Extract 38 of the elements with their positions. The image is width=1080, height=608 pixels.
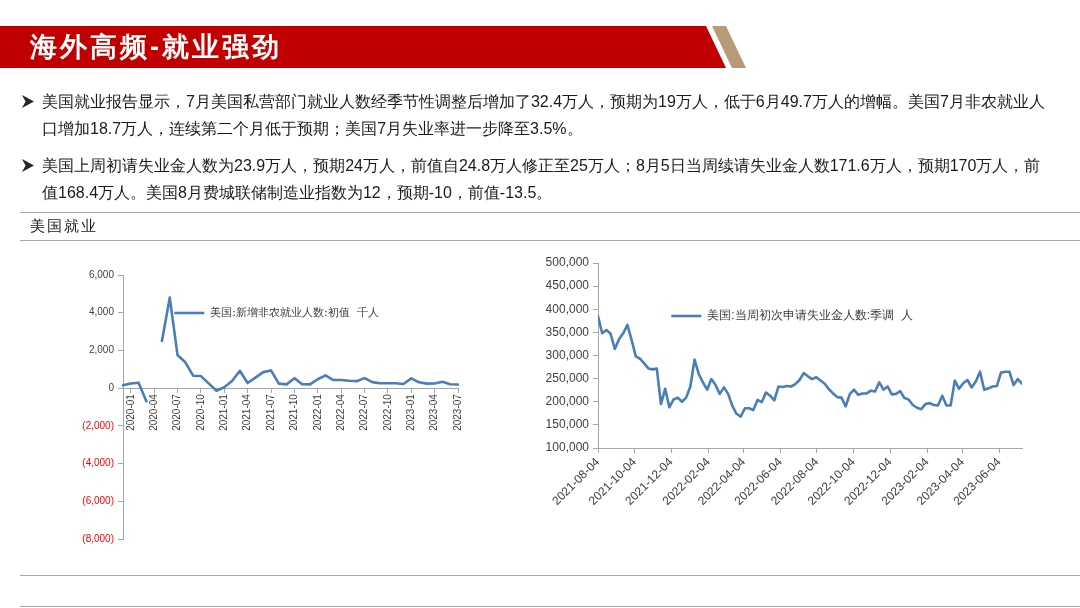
- x-tick-label: 2022-10: [381, 393, 393, 431]
- text: 美国就业: [30, 216, 98, 236]
- legend-label: 美国:当周初次申请失业金人数:季调 人: [707, 308, 913, 323]
- y-tick-label: 150,000: [545, 417, 590, 432]
- x-tick-label: 2020-01: [124, 393, 136, 431]
- x-tick-label: 2022-01: [311, 393, 323, 431]
- y-tick-label: (2,000): [82, 419, 114, 431]
- y-tick-label: 400,000: [545, 301, 590, 316]
- y-tick-label: 100,000: [545, 440, 590, 455]
- x-tick-label: 2020-04: [147, 393, 159, 431]
- y-tick-label: 200,000: [545, 394, 590, 409]
- x-tick-label: 2023-01: [405, 393, 417, 431]
- x-tick-label: 2020-10: [194, 393, 206, 431]
- y-tick-label: 300,000: [545, 347, 590, 362]
- x-tick-label: 2021-04: [241, 393, 253, 431]
- y-tick-label: 0: [108, 381, 115, 393]
- x-tick-label: 2020-07: [171, 393, 183, 431]
- text: 美国就业报告显示，7月美国私营部门就业人数经季节性调整后增加了32.4万人，预期为19万人，低于6月49.7万人的增幅。美国7月非农就业人口增加18.7万人，连续第二个月低于预期；美国7月失业率进一步降至3.5%。: [42, 92, 1046, 139]
- y-tick-label: 6,000: [88, 268, 115, 280]
- y-tick-label: 250,000: [545, 370, 590, 385]
- y-tick-label: 350,000: [545, 324, 590, 339]
- y-tick-label: 2,000: [88, 344, 115, 356]
- y-tick-label: (8,000): [82, 532, 114, 544]
- text: 美国上周初请失业金人数为23.9万人，预期24万人，前值自24.8万人修正至25万人；8月5日当周续请失业金人数171.6万人，预期170万人，前值168.4万人。美国8月费城联储制造业指数为12，预期-10，前值-13.5。: [42, 156, 1042, 203]
- x-tick-label: 2023-04: [428, 393, 440, 431]
- x-tick-label: 2021-10: [288, 393, 300, 431]
- x-tick-label: 2022-07: [358, 393, 370, 431]
- y-tick-label: 4,000: [88, 306, 115, 318]
- x-tick-label: 2022-04: [334, 393, 346, 431]
- x-tick-label: 2023-07: [451, 393, 463, 431]
- legend-label: 美国:新增非农就业人数:初值 千人: [210, 305, 379, 319]
- y-tick-label: (4,000): [82, 457, 114, 469]
- y-tick-label: 500,000: [545, 255, 590, 270]
- y-tick-label: (6,000): [82, 495, 114, 507]
- y-tick-label: 450,000: [545, 278, 590, 293]
- text: 海外高频-就业强劲: [30, 31, 282, 64]
- x-tick-label: 2021-07: [264, 393, 276, 431]
- x-tick-label: 2021-01: [218, 393, 230, 431]
